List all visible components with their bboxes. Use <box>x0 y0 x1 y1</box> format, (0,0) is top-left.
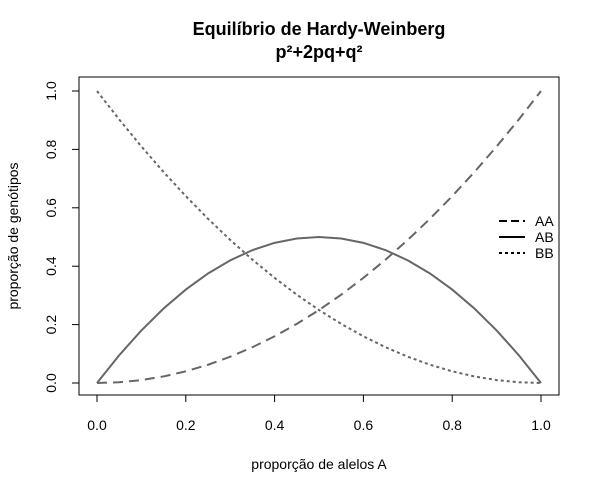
x-tick-label: 1.0 <box>531 417 551 433</box>
x-tick-label: 0.8 <box>442 417 462 433</box>
series-line-bb <box>96 90 542 384</box>
series-line-ab <box>96 235 542 384</box>
x-tick-label: 0.4 <box>265 417 285 433</box>
y-axis: 0.0 0.2 0.4 0.6 0.8 1.0 <box>43 81 80 393</box>
x-axis: 0.0 0.2 0.4 0.6 0.8 1.0 <box>87 394 551 433</box>
chart-title: Equilíbrio de Hardy-Weinberg <box>193 19 446 39</box>
legend-label-aa: AA <box>535 213 554 229</box>
x-tick-label: 0.2 <box>176 417 196 433</box>
series-line-aa <box>96 90 542 384</box>
y-tick-label: 0.2 <box>43 315 59 335</box>
y-tick-label: 1.0 <box>43 81 59 101</box>
series-layer <box>96 90 542 384</box>
y-tick-label: 0.8 <box>43 139 59 159</box>
y-tick-label: 0.4 <box>43 256 59 276</box>
y-axis-label: proporção de genótipos <box>5 162 21 309</box>
legend-label-bb: BB <box>535 245 554 261</box>
chart-subtitle: p²+2pq+q² <box>275 42 362 62</box>
x-axis-label: proporção de alelos A <box>251 456 387 472</box>
legend-label-ab: AB <box>535 229 554 245</box>
x-tick-label: 0.6 <box>354 417 374 433</box>
y-tick-label: 0.0 <box>43 373 59 393</box>
x-tick-label: 0.0 <box>87 417 107 433</box>
y-tick-label: 0.6 <box>43 198 59 218</box>
